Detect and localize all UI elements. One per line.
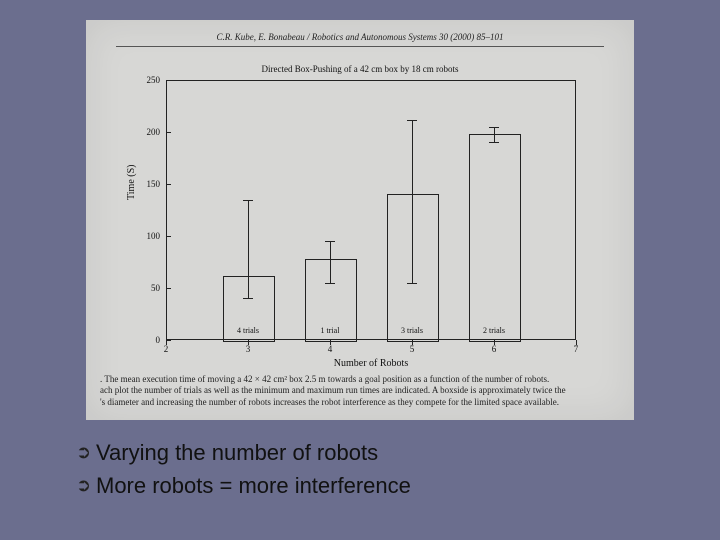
y-tick-mark — [166, 184, 171, 185]
x-tick-mark — [166, 340, 167, 345]
caption-line: 's diameter and increasing the number of… — [100, 397, 559, 407]
citation-text: C.R. Kube, E. Bonabeau / Robotics and Au… — [86, 32, 634, 42]
bar-trials-label: 3 trials — [387, 326, 436, 335]
bar-trials-label: 2 trials — [469, 326, 518, 335]
y-tick-label: 150 — [136, 179, 160, 189]
caption-line: . The mean execution time of moving a 42… — [100, 374, 549, 384]
error-cap — [489, 142, 499, 143]
figure-caption: . The mean execution time of moving a 42… — [100, 374, 620, 408]
x-tick-label: 2 — [156, 344, 176, 354]
error-bar — [494, 127, 495, 143]
bullet-item: ➲ Varying the number of robots — [76, 436, 680, 469]
y-tick-mark — [166, 288, 171, 289]
bullet-item: ➲ More robots = more interference — [76, 469, 680, 502]
x-tick-label: 4 — [320, 344, 340, 354]
error-cap — [489, 127, 499, 128]
slide: C.R. Kube, E. Bonabeau / Robotics and Au… — [0, 0, 720, 540]
chart-title: Directed Box-Pushing of a 42 cm box by 1… — [86, 64, 634, 74]
error-cap — [407, 120, 417, 121]
error-bar — [412, 120, 413, 283]
x-tick-label: 7 — [566, 344, 586, 354]
error-cap — [407, 283, 417, 284]
error-cap — [325, 241, 335, 242]
chart-area: 050100150200250234567 4 trials1 trial3 t… — [166, 80, 576, 340]
bar-trials-label: 4 trials — [223, 326, 272, 335]
bar-trials-label: 1 trial — [305, 326, 354, 335]
bullet-icon: ➲ — [76, 472, 96, 499]
header-rule — [116, 46, 604, 47]
error-cap — [243, 200, 253, 201]
bullet-text: Varying the number of robots — [96, 436, 378, 469]
error-bar — [330, 241, 331, 283]
x-tick-mark — [576, 340, 577, 345]
y-tick-label: 50 — [136, 283, 160, 293]
y-tick-mark — [166, 80, 171, 81]
x-tick-label: 3 — [238, 344, 258, 354]
bullet-list: ➲ Varying the number of robots ➲ More ro… — [76, 436, 680, 502]
y-tick-mark — [166, 132, 171, 133]
figure-panel: C.R. Kube, E. Bonabeau / Robotics and Au… — [86, 20, 634, 420]
caption-line: ach plot the number of trials as well as… — [100, 385, 566, 395]
y-tick-label: 200 — [136, 127, 160, 137]
y-tick-label: 100 — [136, 231, 160, 241]
x-tick-label: 5 — [402, 344, 422, 354]
x-axis-label: Number of Robots — [166, 358, 576, 369]
y-tick-label: 250 — [136, 75, 160, 85]
error-cap — [243, 298, 253, 299]
error-bar — [248, 200, 249, 299]
bullet-icon: ➲ — [76, 439, 96, 466]
bullet-text: More robots = more interference — [96, 469, 411, 502]
error-cap — [325, 283, 335, 284]
x-tick-label: 6 — [484, 344, 504, 354]
bar — [469, 134, 520, 342]
y-tick-mark — [166, 236, 171, 237]
